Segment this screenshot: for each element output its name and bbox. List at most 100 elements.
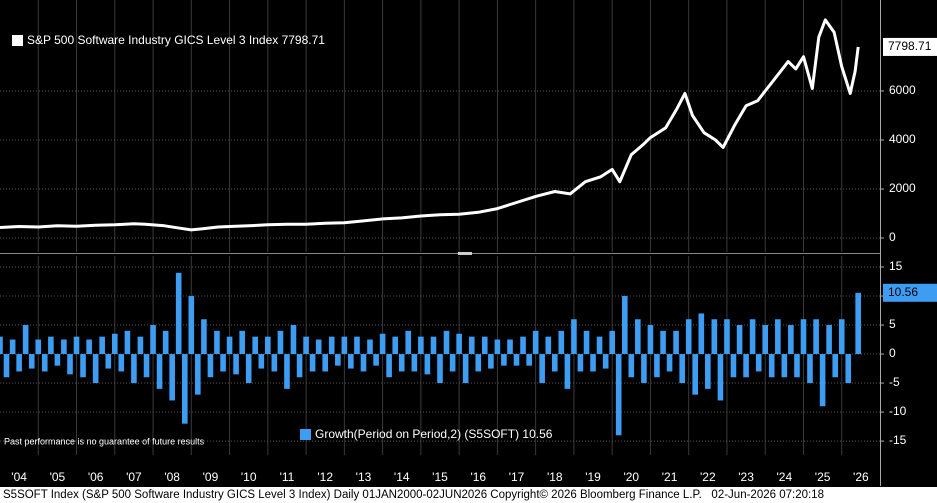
bar [271, 354, 278, 372]
bar [207, 354, 214, 378]
bar [819, 354, 826, 407]
x-tick-label: '20 [623, 470, 639, 484]
bar [602, 354, 609, 369]
bar [201, 319, 207, 355]
bar [16, 354, 22, 372]
bar [800, 319, 807, 355]
bar [813, 319, 819, 355]
bar [513, 354, 520, 366]
x-tick-label: '17 [509, 470, 525, 484]
bar [328, 336, 335, 355]
bar [430, 336, 437, 355]
bar [590, 354, 596, 372]
x-tick-label: '22 [700, 470, 716, 484]
bar [392, 336, 399, 355]
bar [838, 319, 845, 355]
x-tick-label: '13 [356, 470, 372, 484]
bar [252, 336, 258, 355]
bar [398, 354, 405, 372]
bar [220, 354, 226, 372]
bar [143, 354, 150, 378]
x-tick-label: '21 [662, 470, 678, 484]
bar [692, 354, 698, 395]
bar [105, 354, 112, 369]
bar [698, 313, 705, 355]
bar [175, 272, 182, 355]
bar [367, 339, 373, 355]
x-tick-label: '06 [88, 470, 104, 484]
bar [654, 354, 660, 378]
bar [462, 354, 469, 384]
bar [641, 354, 647, 384]
bar [124, 330, 131, 355]
bar [3, 354, 10, 378]
bar [488, 354, 494, 369]
bar [558, 330, 565, 355]
y-tick-label: 0 [889, 230, 896, 244]
bar [711, 319, 718, 355]
bar [411, 354, 418, 372]
bar [520, 336, 526, 355]
bar [673, 330, 679, 355]
bar [418, 336, 424, 355]
bar [309, 354, 316, 372]
bar [373, 354, 379, 366]
x-tick-label: '07 [126, 470, 142, 484]
bar [195, 354, 201, 395]
bar [405, 330, 412, 355]
x-tick-label: '25 [815, 470, 831, 484]
bar [335, 354, 341, 366]
bar [622, 296, 628, 355]
bar [424, 354, 431, 375]
bar [551, 354, 558, 372]
bar [781, 354, 788, 378]
bar [443, 330, 450, 355]
legend-label: Growth(Period on Period,2) (S5SOFT) 10.5… [315, 427, 553, 441]
bar [855, 292, 861, 355]
bar [80, 354, 86, 378]
x-tick-label: '04 [11, 470, 27, 484]
bar [666, 354, 673, 372]
bar [628, 354, 635, 378]
bar [468, 336, 475, 355]
bar [284, 354, 290, 389]
bar [315, 339, 322, 355]
bar [99, 336, 105, 355]
bar [9, 339, 16, 355]
y-tick-label: -10 [889, 404, 907, 418]
y-tick-label: 6000 [889, 83, 916, 97]
bar [322, 354, 329, 372]
bar [354, 336, 360, 355]
last-value-box [883, 283, 937, 302]
x-tick-label: '05 [50, 470, 66, 484]
y-tick-label: -15 [889, 433, 907, 447]
bar [807, 354, 813, 384]
bar [481, 336, 488, 355]
bar [28, 354, 35, 369]
bar [507, 339, 513, 355]
bar [277, 330, 284, 355]
x-tick-label: '11 [280, 470, 295, 484]
legend-label: S&P 500 Software Industry GICS Level 3 I… [27, 33, 325, 47]
x-tick-label: '24 [777, 470, 793, 484]
bar [615, 354, 622, 436]
bar [245, 354, 252, 384]
footer: S5SOFT Index (S&P 500 Software Industry … [3, 489, 824, 501]
bar [788, 325, 794, 355]
bar [150, 325, 156, 355]
bar [755, 354, 762, 372]
bar [475, 354, 482, 372]
bar [501, 354, 507, 366]
bar [826, 325, 832, 355]
bar [131, 354, 137, 384]
y-tick-label: 2000 [889, 181, 916, 195]
bar [348, 354, 354, 369]
bar [743, 354, 749, 378]
bar [685, 319, 692, 355]
bar [92, 354, 99, 384]
bar [0, 336, 3, 355]
y-tick-label: 15 [889, 259, 903, 273]
bar [73, 336, 80, 355]
